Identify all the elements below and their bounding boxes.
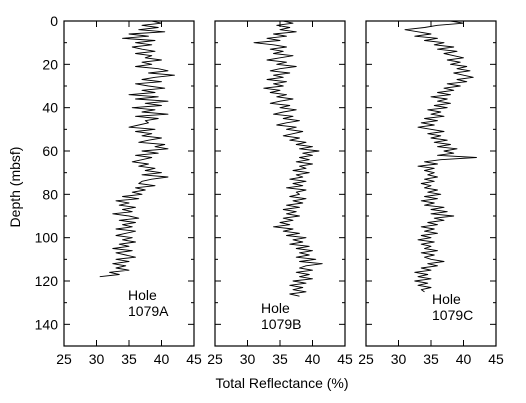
hole-label-line2: 1079A [128, 303, 169, 319]
hole-label-line1: Hole [261, 300, 290, 316]
x-tick-label: 40 [154, 351, 170, 367]
y-tick-label: 40 [42, 100, 58, 116]
y-tick-label: 20 [42, 56, 58, 72]
x-tick-label: 30 [391, 351, 407, 367]
hole-label-line1: Hole [432, 291, 461, 307]
y-axis-title: Depth (mbsf) [7, 147, 23, 228]
x-tick-label: 25 [358, 351, 374, 367]
x-tick-label: 35 [121, 351, 137, 367]
y-tick-label: 0 [50, 13, 58, 29]
x-tick-label: 45 [337, 351, 353, 367]
panel-frame [214, 20, 346, 347]
x-axis-title: Total Reflectance (%) [215, 375, 348, 391]
panel-frame [365, 20, 497, 347]
hole-label-line2: 1079B [261, 316, 301, 332]
y-tick-label: 100 [35, 230, 59, 246]
x-tick-label: 40 [456, 351, 472, 367]
y-tick-label: 80 [42, 186, 58, 202]
hole-label-line1: Hole [128, 287, 157, 303]
reflectance-series-line [99, 20, 175, 278]
y-tick-label: 120 [35, 273, 59, 289]
x-tick-label: 25 [56, 351, 72, 367]
x-tick-label: 45 [488, 351, 504, 367]
x-tick-label: 40 [305, 351, 321, 367]
x-tick-label: 25 [207, 351, 223, 367]
y-tick-label: 60 [42, 143, 58, 159]
x-tick-label: 35 [272, 351, 288, 367]
x-tick-label: 30 [240, 351, 256, 367]
y-tick-label: 140 [35, 316, 59, 332]
x-tick-label: 35 [423, 351, 439, 367]
x-tick-label: 30 [89, 351, 105, 367]
hole-label-line2: 1079C [432, 307, 473, 323]
reflectance-series-line [404, 20, 477, 293]
reflectance-series-line [253, 20, 323, 297]
x-tick-label: 45 [186, 351, 202, 367]
